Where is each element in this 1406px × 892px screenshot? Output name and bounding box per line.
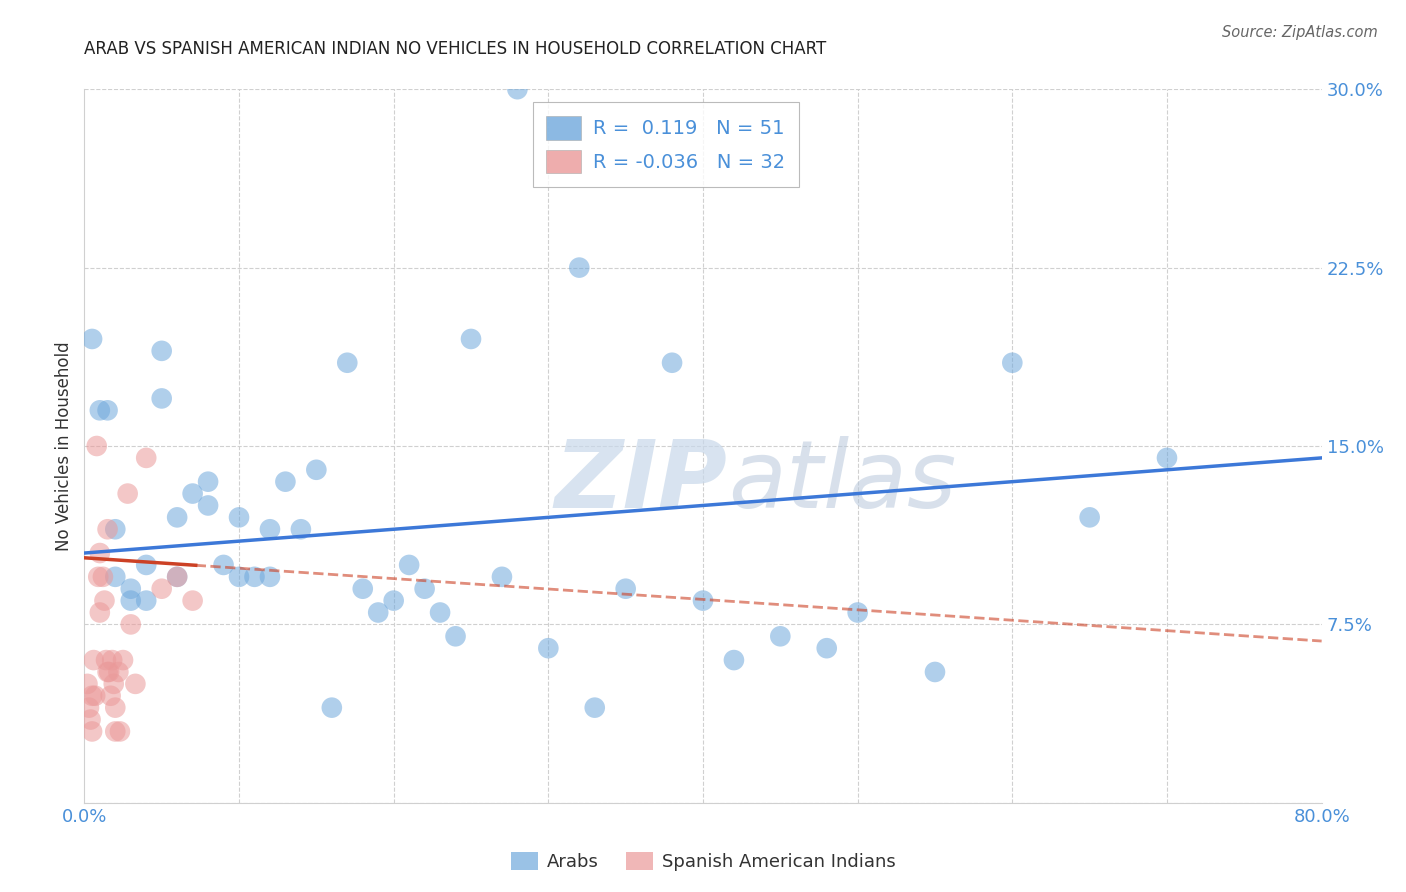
Point bbox=[103, 677, 125, 691]
Point bbox=[104, 522, 127, 536]
Point bbox=[259, 570, 281, 584]
Text: atlas: atlas bbox=[728, 436, 956, 527]
Point bbox=[83, 653, 105, 667]
Point bbox=[769, 629, 792, 643]
Point bbox=[166, 570, 188, 584]
Point bbox=[96, 665, 118, 679]
Point bbox=[94, 653, 117, 667]
Point bbox=[104, 570, 127, 584]
Point bbox=[506, 82, 529, 96]
Y-axis label: No Vehicles in Household: No Vehicles in Household bbox=[55, 341, 73, 551]
Point bbox=[91, 570, 114, 584]
Point bbox=[290, 522, 312, 536]
Point bbox=[93, 593, 115, 607]
Point bbox=[243, 570, 266, 584]
Point bbox=[661, 356, 683, 370]
Point bbox=[259, 522, 281, 536]
Point bbox=[96, 522, 118, 536]
Point bbox=[1001, 356, 1024, 370]
Point bbox=[692, 593, 714, 607]
Point bbox=[135, 450, 157, 465]
Point bbox=[89, 546, 111, 560]
Point bbox=[87, 570, 110, 584]
Point bbox=[321, 700, 343, 714]
Point bbox=[150, 392, 173, 406]
Point bbox=[398, 558, 420, 572]
Point bbox=[96, 403, 118, 417]
Point bbox=[228, 570, 250, 584]
Point bbox=[150, 343, 173, 358]
Text: ZIP: ZIP bbox=[555, 435, 728, 528]
Point bbox=[135, 558, 157, 572]
Point bbox=[82, 689, 104, 703]
Point bbox=[135, 593, 157, 607]
Point bbox=[568, 260, 591, 275]
Point bbox=[491, 570, 513, 584]
Point bbox=[181, 593, 204, 607]
Point bbox=[181, 486, 204, 500]
Point bbox=[429, 606, 451, 620]
Point bbox=[89, 403, 111, 417]
Point bbox=[98, 665, 121, 679]
Point bbox=[120, 593, 142, 607]
Point bbox=[117, 486, 139, 500]
Point bbox=[413, 582, 436, 596]
Point bbox=[77, 700, 100, 714]
Point bbox=[100, 689, 122, 703]
Point bbox=[89, 606, 111, 620]
Point bbox=[104, 700, 127, 714]
Point bbox=[150, 582, 173, 596]
Point bbox=[274, 475, 297, 489]
Point bbox=[583, 700, 606, 714]
Text: ARAB VS SPANISH AMERICAN INDIAN NO VEHICLES IN HOUSEHOLD CORRELATION CHART: ARAB VS SPANISH AMERICAN INDIAN NO VEHIC… bbox=[84, 40, 827, 58]
Point bbox=[352, 582, 374, 596]
Point bbox=[124, 677, 146, 691]
Point bbox=[120, 582, 142, 596]
Point bbox=[924, 665, 946, 679]
Point bbox=[1078, 510, 1101, 524]
Point bbox=[197, 475, 219, 489]
Point bbox=[382, 593, 405, 607]
Point bbox=[197, 499, 219, 513]
Point bbox=[228, 510, 250, 524]
Point bbox=[212, 558, 235, 572]
Point bbox=[107, 665, 129, 679]
Legend: Arabs, Spanish American Indians: Arabs, Spanish American Indians bbox=[503, 845, 903, 879]
Point bbox=[101, 653, 124, 667]
Point bbox=[120, 617, 142, 632]
Point bbox=[79, 713, 101, 727]
Point bbox=[112, 653, 135, 667]
Point bbox=[166, 510, 188, 524]
Point bbox=[815, 641, 838, 656]
Point bbox=[108, 724, 131, 739]
Point bbox=[614, 582, 637, 596]
Point bbox=[82, 724, 104, 739]
Point bbox=[336, 356, 359, 370]
Point bbox=[444, 629, 467, 643]
Point bbox=[86, 439, 108, 453]
Point bbox=[82, 332, 104, 346]
Legend: R =  0.119   N = 51, R = -0.036   N = 32: R = 0.119 N = 51, R = -0.036 N = 32 bbox=[533, 103, 799, 187]
Point bbox=[460, 332, 482, 346]
Point bbox=[76, 677, 98, 691]
Point bbox=[1156, 450, 1178, 465]
Point bbox=[367, 606, 389, 620]
Point bbox=[537, 641, 560, 656]
Point bbox=[846, 606, 869, 620]
Point bbox=[104, 724, 127, 739]
Point bbox=[305, 463, 328, 477]
Point bbox=[723, 653, 745, 667]
Text: Source: ZipAtlas.com: Source: ZipAtlas.com bbox=[1222, 25, 1378, 40]
Point bbox=[166, 570, 188, 584]
Point bbox=[84, 689, 107, 703]
